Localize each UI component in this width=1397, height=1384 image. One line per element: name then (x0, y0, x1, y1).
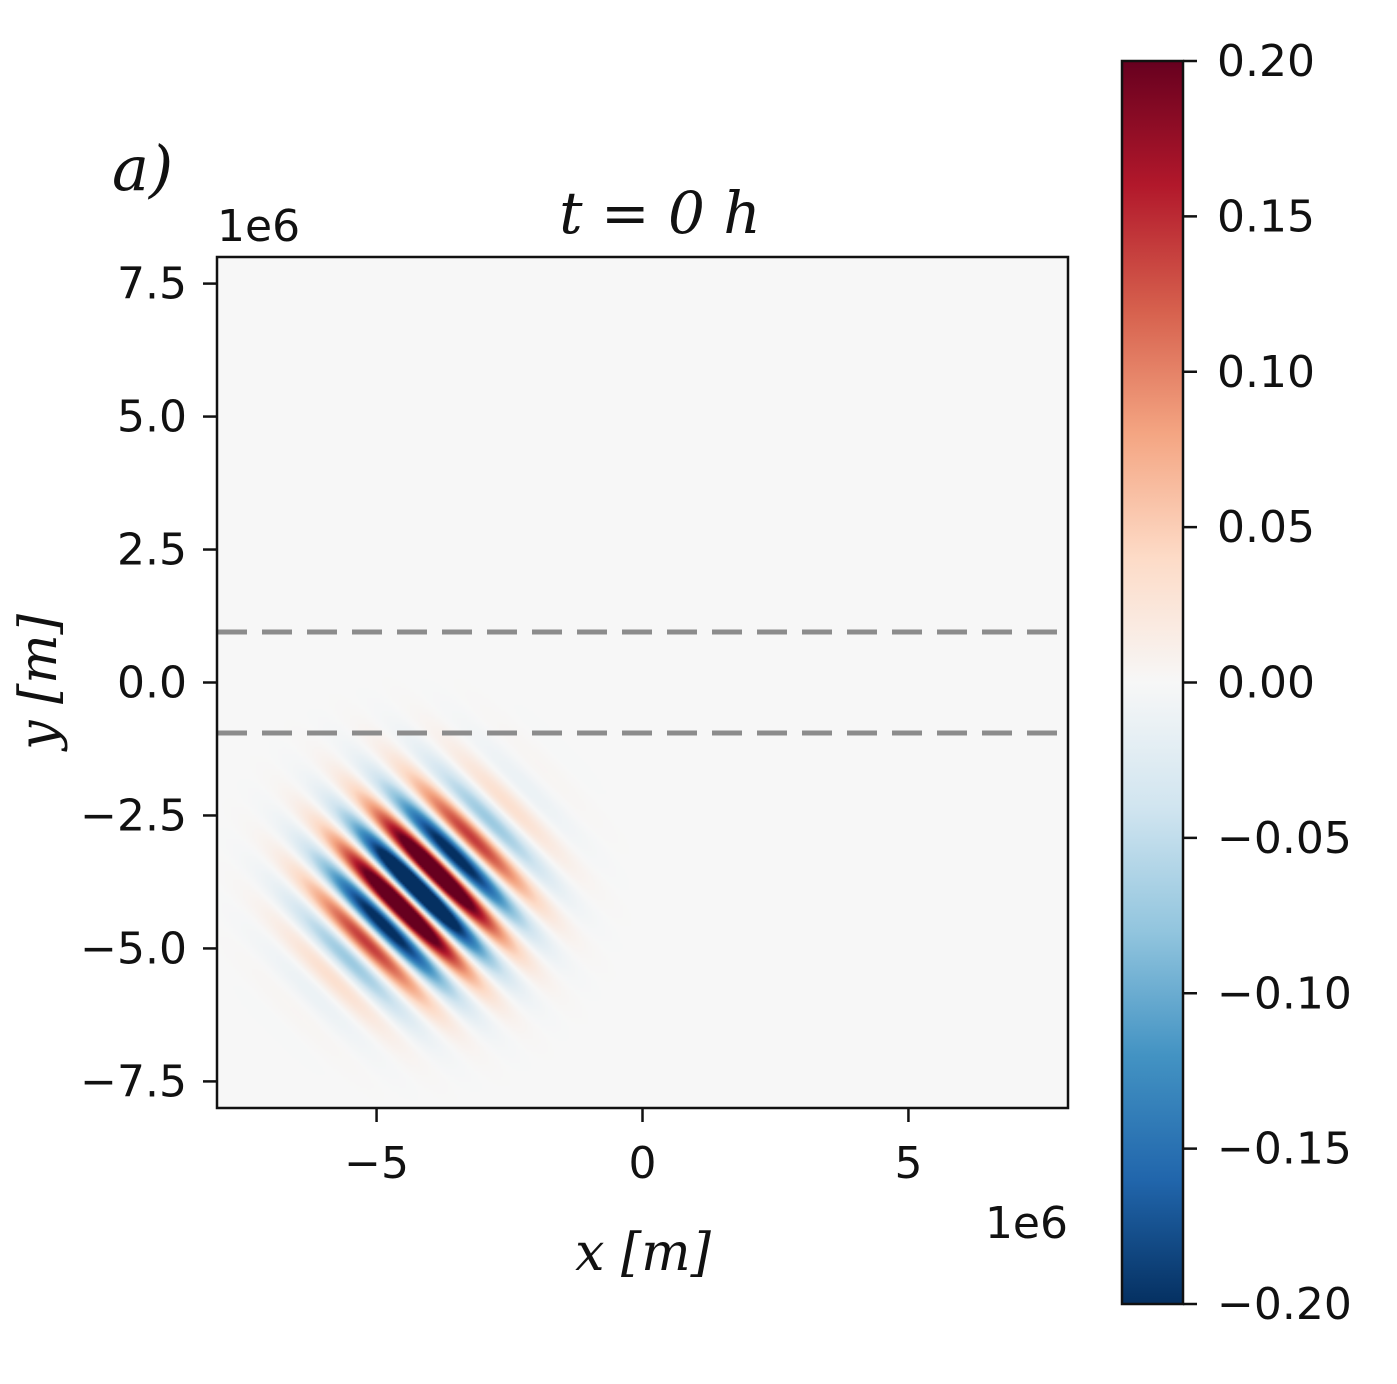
colorbar-tick-label: 0.10 (1217, 347, 1315, 398)
y-tick-label: −5.0 (80, 923, 187, 974)
y-tick-label: 7.5 (117, 259, 187, 310)
x-axis: −5 0 5 (344, 1108, 922, 1189)
colorbar-tick-label: −0.15 (1217, 1124, 1352, 1175)
colorbar: 0.20 0.15 0.10 0.05 0.00 −0.05 −0.10 −0.15 −0.20 (1120, 36, 1352, 1330)
y-tick-label: −7.5 (80, 1056, 187, 1107)
colorbar-tick-label: 0.20 (1217, 36, 1315, 87)
y-tick-label: 2.5 (117, 525, 187, 576)
colorbar-tick-label: −0.05 (1217, 813, 1352, 864)
x-tick-label: −5 (344, 1138, 409, 1189)
heatmap-image (217, 257, 1068, 1108)
panel-label: a) (112, 132, 173, 205)
colorbar-gradient (1120, 59, 1185, 1306)
colorbar-tick-label: −0.10 (1217, 968, 1352, 1019)
colorbar-tick-label: −0.20 (1217, 1279, 1352, 1330)
y-multiplier: 1e6 (217, 201, 300, 252)
plot-area (217, 257, 1068, 1108)
colorbar-tick-label: 0.05 (1217, 502, 1315, 553)
x-axis-label: x [m] (575, 1223, 711, 1283)
colorbar-tick-label: 0.15 (1217, 191, 1315, 242)
y-axis: 7.5 5.0 2.5 0.0 −2.5 −5.0 −7.5 (80, 259, 217, 1107)
y-tick-label: 0.0 (117, 658, 187, 709)
x-tick-label: 5 (894, 1138, 922, 1189)
y-tick-label: −2.5 (80, 790, 187, 841)
x-tick-label: 0 (629, 1138, 657, 1189)
y-axis-label: y [m] (9, 613, 69, 752)
y-tick-label: 5.0 (117, 392, 187, 443)
colorbar-tick-label: 0.00 (1217, 658, 1315, 709)
chart-title: t = 0 h (559, 179, 760, 247)
x-multiplier: 1e6 (985, 1198, 1068, 1249)
